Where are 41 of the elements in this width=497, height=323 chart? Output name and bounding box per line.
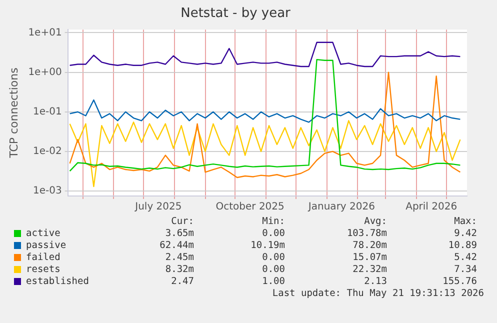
text: Min: xyxy=(262,216,285,227)
y-tick-label: 1e-02 xyxy=(32,146,62,158)
text: 7.34 xyxy=(454,264,477,275)
text: Cur: xyxy=(171,216,194,227)
legend-label: established xyxy=(26,276,89,287)
chart-title: Netstat - by year xyxy=(180,6,292,22)
text: 5.42 xyxy=(454,252,477,263)
text: 0.00 xyxy=(262,252,285,263)
text: 62.44m xyxy=(160,240,194,251)
x-tick-label: October 2025 xyxy=(216,202,284,213)
text: 8.32m xyxy=(165,264,194,275)
text: 0.00 xyxy=(262,228,285,239)
y-tick-label: 1e-01 xyxy=(32,106,62,118)
text: 9.42 xyxy=(454,228,477,239)
text: 22.32m xyxy=(352,264,387,275)
y-tick-label: 1e+00 xyxy=(28,66,62,78)
text: 3.65m xyxy=(165,228,194,239)
text: 10.89 xyxy=(448,240,477,251)
text: 2.47 xyxy=(171,276,194,287)
text: 2.13 xyxy=(364,276,387,287)
text: 1.00 xyxy=(262,276,285,287)
text: 0.00 xyxy=(262,264,285,275)
text: Max: xyxy=(454,216,477,227)
legend-label: failed xyxy=(26,252,60,263)
y-tick-label: 1e-03 xyxy=(32,186,62,197)
text: 15.07m xyxy=(352,252,387,263)
x-tick-label: January 2026 xyxy=(307,202,375,213)
legend-label: passive xyxy=(26,240,66,251)
text: Avg: xyxy=(364,216,387,227)
text: 103.78m xyxy=(346,228,387,239)
text: Last update: Thu May 21 19:31:13 2026 xyxy=(272,288,484,299)
legend-label: resets xyxy=(26,264,60,275)
legend-label: active xyxy=(26,228,60,239)
y-axis-title: TCP connections xyxy=(7,67,20,159)
x-tick-label: July 2025 xyxy=(134,202,182,213)
text: 10.19m xyxy=(250,240,285,251)
x-tick-label: April 2026 xyxy=(406,202,458,213)
text: 155.76 xyxy=(442,276,477,287)
y-tick-label: 1e+01 xyxy=(28,27,62,38)
text: 78.20m xyxy=(352,240,387,251)
text: 2.45m xyxy=(165,252,194,263)
